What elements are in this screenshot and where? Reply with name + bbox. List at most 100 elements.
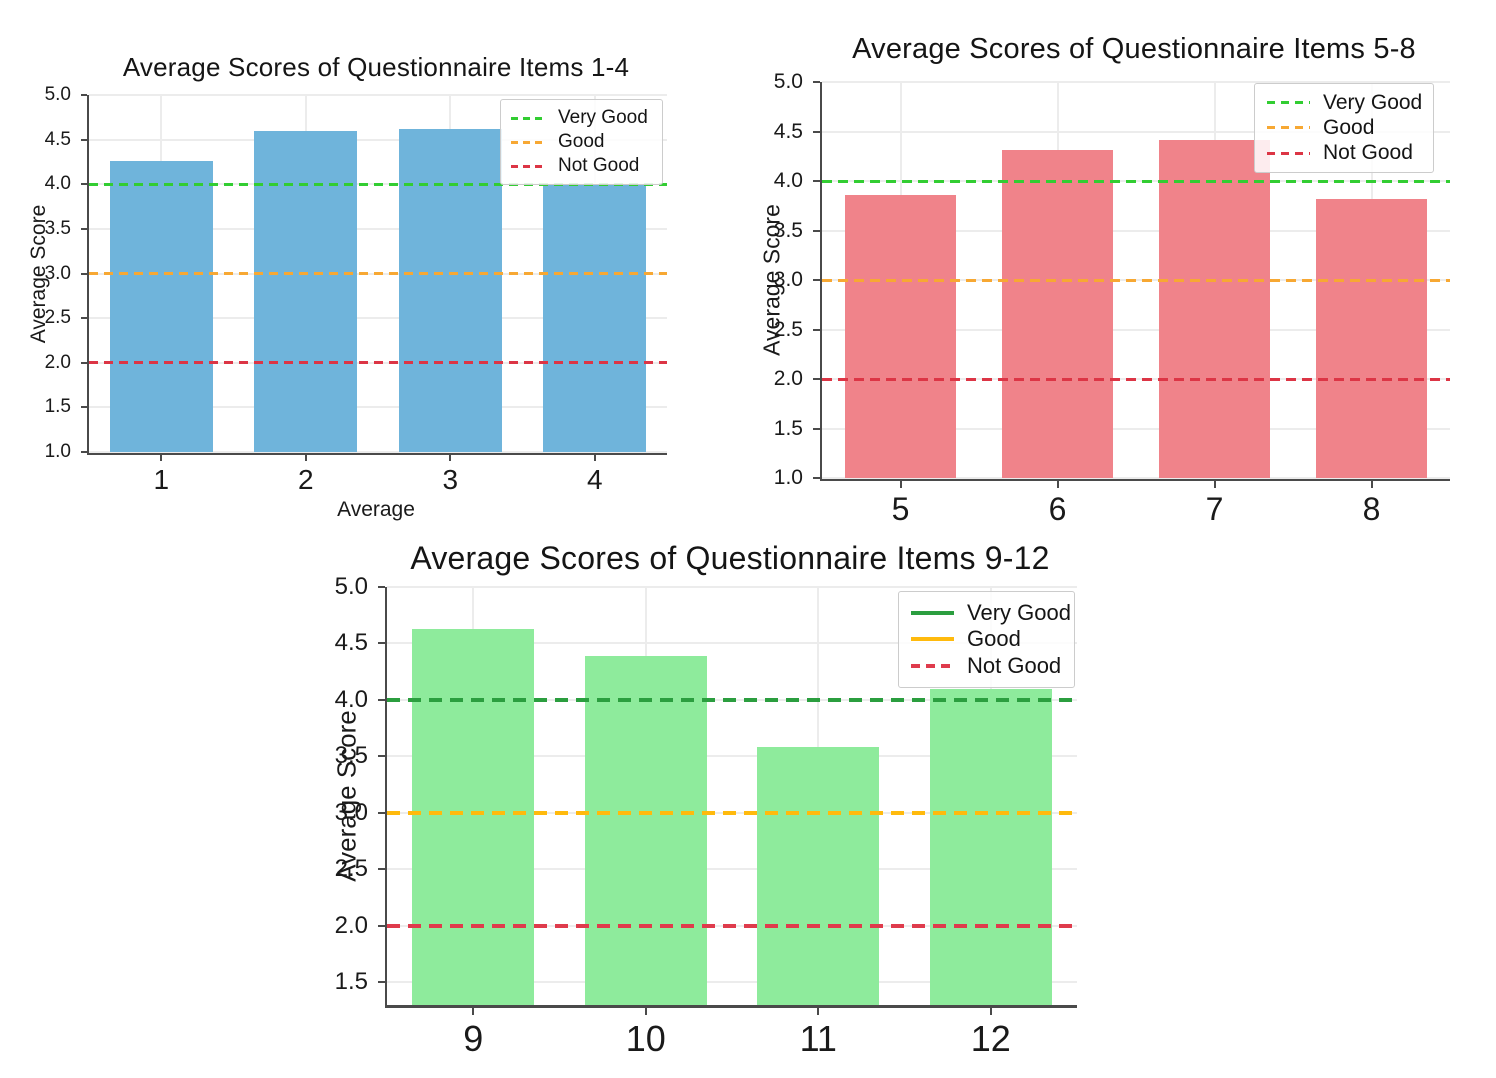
chart-title: Average Scores of Questionnaire Items 9-…	[410, 540, 1050, 576]
legend-line-sample	[1267, 126, 1310, 130]
x-tick-mark	[472, 1008, 475, 1015]
legend-label: Not Good	[1323, 141, 1413, 165]
x-tick-label: 1	[153, 464, 170, 495]
plot-area: 5.0 4.5 4.0 3.5 3.0 2.5 2.0 1.5 1.0 1 2 3 4 Very Good…	[45, 84, 667, 495]
legend-label: Not Good	[558, 155, 640, 176]
y-tick-mark	[378, 981, 385, 984]
legend-label: Very Good	[558, 107, 648, 128]
legend-item-good: Good	[1267, 116, 1421, 140]
x-tick-label: 5	[891, 491, 910, 527]
gridline-horizontal	[89, 94, 667, 96]
chart-title: Average Scores of Questionnaire Items 5-…	[852, 33, 1416, 65]
gridline-horizontal	[387, 586, 1077, 588]
legend-item-not-good: Not Good	[511, 155, 652, 177]
y-tick-label: 1.0	[44, 441, 71, 462]
bar-item-7	[1158, 140, 1271, 478]
y-tick-label: 1.5	[773, 416, 803, 440]
bar-item-8	[1315, 198, 1428, 478]
gridline-horizontal	[89, 406, 667, 409]
legend-line-sample	[1267, 151, 1310, 155]
bar-item-12	[929, 688, 1052, 1005]
y-tick-label: 2.0	[773, 367, 803, 390]
y-tick-label: 5.0	[773, 70, 803, 93]
gridline-horizontal	[822, 81, 1450, 83]
x-tick-label: 7	[1205, 491, 1224, 527]
bar-item-3	[398, 128, 502, 452]
x-tick-mark	[1213, 481, 1216, 488]
y-tick-label: 3.0	[773, 268, 803, 291]
x-tick-mark	[304, 455, 307, 461]
y-tick-label: 3.5	[773, 218, 803, 242]
legend: Very Good Good Not Good	[500, 99, 663, 185]
y-tick-mark	[378, 811, 385, 814]
x-tick-mark	[449, 455, 452, 461]
chart-title: Average Scores of Questionnaire Items 1-…	[122, 52, 630, 82]
x-tick-mark	[1056, 481, 1059, 488]
y-tick-mark	[378, 868, 385, 871]
y-tick-mark	[378, 924, 385, 927]
legend-line-sample	[511, 164, 545, 168]
y-tick-mark	[378, 642, 385, 645]
y-tick-mark	[378, 755, 385, 758]
gridline-horizontal	[822, 130, 1450, 133]
y-tick-mark	[378, 698, 385, 701]
y-tick-label: 1.0	[773, 466, 803, 489]
legend: Very Good Good Not Good	[898, 591, 1075, 688]
y-tick-mark	[81, 451, 87, 453]
y-tick-label: 2.0	[334, 911, 368, 939]
gridline-horizontal	[822, 477, 1450, 479]
legend-label: Very Good	[1323, 90, 1423, 114]
legend-line-sample	[511, 140, 545, 144]
y-tick-mark	[81, 406, 87, 409]
y-tick-label: 2.5	[334, 855, 368, 883]
gridline-horizontal	[387, 981, 1077, 984]
legend-line-sample	[911, 663, 954, 668]
y-tick-label: 4.5	[44, 128, 71, 150]
x-tick-label: 3	[442, 464, 459, 495]
gridline-horizontal	[822, 229, 1450, 232]
reference-line-very-good	[89, 182, 667, 186]
y-tick-mark	[813, 229, 820, 232]
legend-label: Not Good	[967, 652, 1062, 678]
y-tick-label: 4.0	[773, 169, 803, 192]
y-tick-mark	[813, 81, 820, 83]
y-tick-mark	[813, 427, 820, 430]
plot-area: 5.0 4.5 4.0 3.5 3.0 2.5 2.0 1.5 1.0 5 6 7 8 Very Good…	[774, 70, 1450, 527]
legend-line-sample	[1267, 101, 1310, 105]
gridline-horizontal	[822, 427, 1450, 430]
reference-line-good	[387, 810, 1077, 815]
reference-line-good	[89, 272, 667, 275]
y-tick-label: 3.5	[44, 217, 71, 239]
y-tick-label: 3.0	[44, 262, 71, 284]
y-tick-label: 5.0	[44, 84, 71, 105]
x-tick-mark	[817, 1008, 820, 1015]
gridline-horizontal	[89, 451, 667, 453]
y-tick-mark	[81, 317, 87, 320]
legend-line-sample	[511, 116, 545, 120]
y-tick-label: 1.5	[334, 968, 368, 996]
gridline-horizontal	[89, 227, 667, 230]
x-tick-label: 6	[1048, 491, 1067, 527]
y-tick-mark	[81, 272, 87, 275]
plot-area: 5.0 4.5 4.0 3.5 3.0 2.5 2.0 1.5 9 10 11 12 Very Good…	[335, 573, 1077, 1059]
y-tick-label: 4.0	[44, 173, 71, 195]
legend-line-sample	[911, 637, 954, 642]
gridline-horizontal	[822, 328, 1450, 331]
x-tick-label: 4	[586, 464, 603, 495]
x-tick-label: 2	[297, 464, 314, 495]
reference-line-very-good	[822, 179, 1450, 183]
chart-items-9-12: Average Scores of Questionnaire Items 9-…	[328, 538, 1128, 1078]
legend-item-very-good: Very Good	[511, 107, 652, 129]
x-tick-label: 8	[1362, 491, 1381, 527]
bar-item-4	[543, 184, 647, 452]
bar-item-2	[254, 130, 358, 452]
legend-label: Good	[1323, 115, 1375, 139]
y-tick-mark	[813, 378, 820, 380]
legend-item-very-good: Very Good	[1267, 90, 1423, 115]
gridline-horizontal	[387, 755, 1077, 758]
y-tick-label: 2.0	[44, 351, 71, 373]
y-tick-label: 4.5	[334, 629, 368, 657]
x-tick-mark	[644, 1008, 647, 1015]
x-tick-mark	[989, 1008, 992, 1015]
